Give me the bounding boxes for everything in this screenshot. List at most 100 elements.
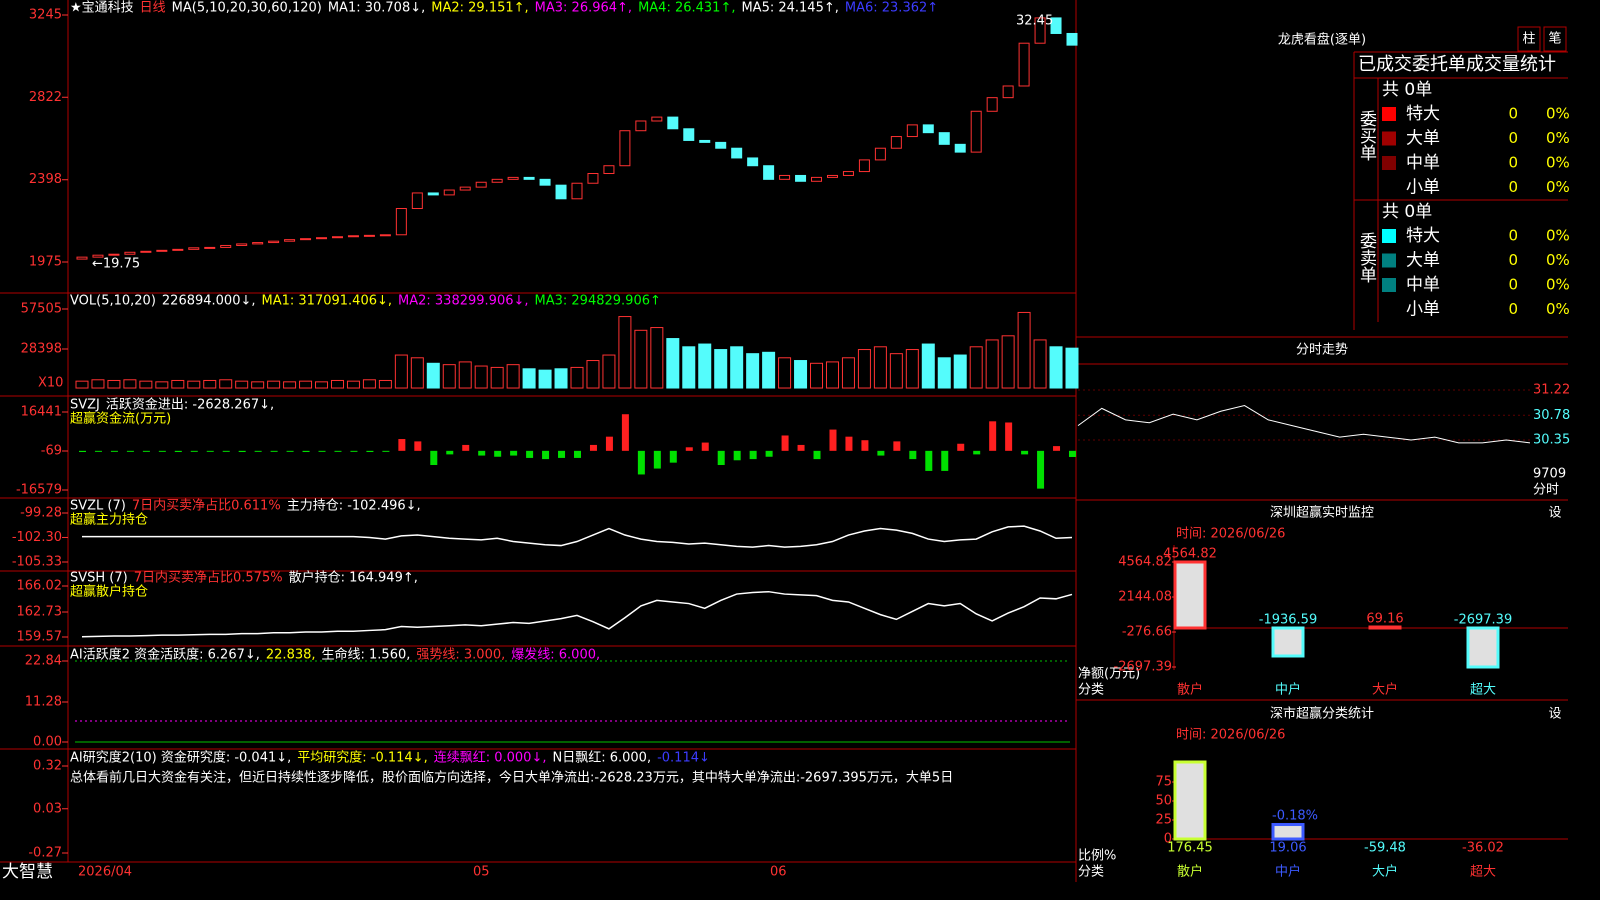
row-pct: 0% bbox=[1546, 105, 1570, 123]
candle bbox=[459, 186, 471, 191]
volume-bar bbox=[554, 368, 568, 389]
swatch bbox=[1382, 278, 1396, 292]
candle bbox=[475, 181, 487, 188]
panel-title: 龙虎看盘(逐单) bbox=[1278, 32, 1366, 48]
category: 中户 bbox=[1275, 682, 1301, 698]
category: 中户 bbox=[1275, 864, 1301, 880]
volume-bar bbox=[107, 379, 121, 389]
fund-bar bbox=[174, 450, 182, 453]
y-tick-label: -99.28 bbox=[20, 506, 62, 521]
frame bbox=[0, 0, 1568, 882]
candle bbox=[715, 141, 727, 149]
candle bbox=[826, 174, 838, 178]
row-vol: 0 bbox=[1508, 178, 1518, 196]
row-vol: 0 bbox=[1508, 276, 1518, 294]
y-tick-label: 166.02 bbox=[17, 579, 63, 594]
volume-bar bbox=[267, 380, 281, 389]
fund-bar bbox=[254, 450, 262, 452]
value-label: 4564.82 bbox=[1163, 547, 1217, 562]
volume-bar bbox=[1017, 311, 1031, 389]
fund-bar bbox=[462, 444, 470, 451]
header-item: -0.114↓ bbox=[657, 751, 710, 766]
row-pct: 0% bbox=[1546, 154, 1570, 172]
fund-bar bbox=[414, 441, 422, 451]
volume-bar bbox=[203, 379, 217, 389]
fund-bar bbox=[989, 421, 997, 451]
fund-bar bbox=[973, 450, 981, 455]
header-item: MA2: 338299.906↓, bbox=[398, 294, 529, 309]
volume-bar bbox=[762, 351, 776, 389]
row-vol: 0 bbox=[1508, 154, 1518, 172]
fund-bar bbox=[366, 450, 374, 453]
candle bbox=[1066, 32, 1078, 46]
candle bbox=[970, 110, 982, 153]
y-tick-label: 75 bbox=[1155, 775, 1172, 790]
header-item: MA3: 26.964↑, bbox=[535, 1, 632, 16]
candle bbox=[427, 192, 439, 196]
candle bbox=[491, 178, 503, 183]
volume-bar bbox=[91, 379, 105, 389]
volume-bar bbox=[1065, 347, 1079, 389]
fund-bar bbox=[845, 436, 853, 451]
row-vol: 0 bbox=[1508, 251, 1518, 269]
y-tick-label: 2822 bbox=[29, 90, 62, 105]
volume-bar bbox=[75, 380, 89, 389]
candle bbox=[779, 174, 791, 180]
row-name: 小单 bbox=[1406, 300, 1440, 320]
volume-bar bbox=[378, 379, 392, 389]
volume-bar bbox=[730, 346, 744, 389]
y-tick-label: 3245 bbox=[29, 8, 62, 23]
header-item: MA(5,10,20,30,60,120) bbox=[172, 1, 322, 16]
header-item: MA2: 29.151↑, bbox=[431, 1, 528, 16]
category: 超大 bbox=[1470, 865, 1496, 880]
volume-bar bbox=[953, 354, 967, 389]
line bbox=[82, 525, 1073, 548]
fund-bar bbox=[813, 450, 821, 460]
bar bbox=[1466, 626, 1500, 669]
header-item: AI研究度2(10) 资金研究度: -0.041↓, bbox=[70, 750, 291, 766]
volume-bar bbox=[857, 349, 871, 389]
header-item: 生命线: 1.560, bbox=[322, 647, 411, 663]
settings-button[interactable]: 设 bbox=[1548, 707, 1561, 722]
volume-bar bbox=[841, 357, 855, 389]
fund-bar bbox=[190, 450, 198, 452]
fund-bar bbox=[334, 450, 342, 452]
fund-bar bbox=[398, 439, 406, 451]
candle bbox=[906, 124, 918, 138]
candle bbox=[284, 239, 296, 242]
y-tick-label: 57505 bbox=[21, 302, 62, 317]
fund-bar bbox=[653, 450, 661, 469]
volume-bar bbox=[251, 381, 265, 389]
candle bbox=[986, 97, 998, 112]
swatch bbox=[1382, 107, 1396, 121]
high-label: 32.45 bbox=[1016, 14, 1053, 29]
panel-title: 深圳超赢实时监控 bbox=[1270, 505, 1374, 521]
header-item: MA1: 317091.406↓, bbox=[262, 294, 393, 309]
fund-bar bbox=[318, 450, 326, 452]
candle bbox=[667, 116, 679, 130]
header-item: 7日内买卖净占比0.611% bbox=[132, 498, 281, 514]
row-name: 特大 bbox=[1406, 104, 1440, 124]
header-item: 平均研究度: -0.114↓, bbox=[297, 750, 427, 766]
subtitle: 超赢资金流(万元) bbox=[70, 411, 171, 427]
fund-bar bbox=[302, 450, 310, 453]
volume-bar bbox=[873, 346, 887, 389]
tab-button[interactable]: 柱 bbox=[1522, 32, 1535, 47]
date-label: 2026/04 bbox=[78, 865, 132, 880]
volume-bar bbox=[171, 379, 185, 389]
fund-bar bbox=[797, 444, 805, 451]
volume-bar bbox=[346, 380, 360, 389]
value-label: -1936.59 bbox=[1259, 613, 1317, 628]
volume-bar bbox=[698, 343, 712, 389]
volume-bar bbox=[283, 381, 297, 389]
volume-bar bbox=[586, 360, 600, 389]
settings-button[interactable]: 设 bbox=[1548, 506, 1561, 521]
y-tick-label: -102.30 bbox=[12, 530, 62, 545]
value-label: -59.48 bbox=[1364, 841, 1406, 856]
header-item: SVZL (7) bbox=[70, 499, 126, 514]
candle bbox=[587, 173, 599, 184]
tab-button[interactable]: 笔 bbox=[1548, 31, 1561, 47]
row-vol: 0 bbox=[1508, 300, 1518, 318]
candle bbox=[747, 157, 759, 167]
header-item: MA3: 294829.906↑ bbox=[535, 294, 661, 309]
